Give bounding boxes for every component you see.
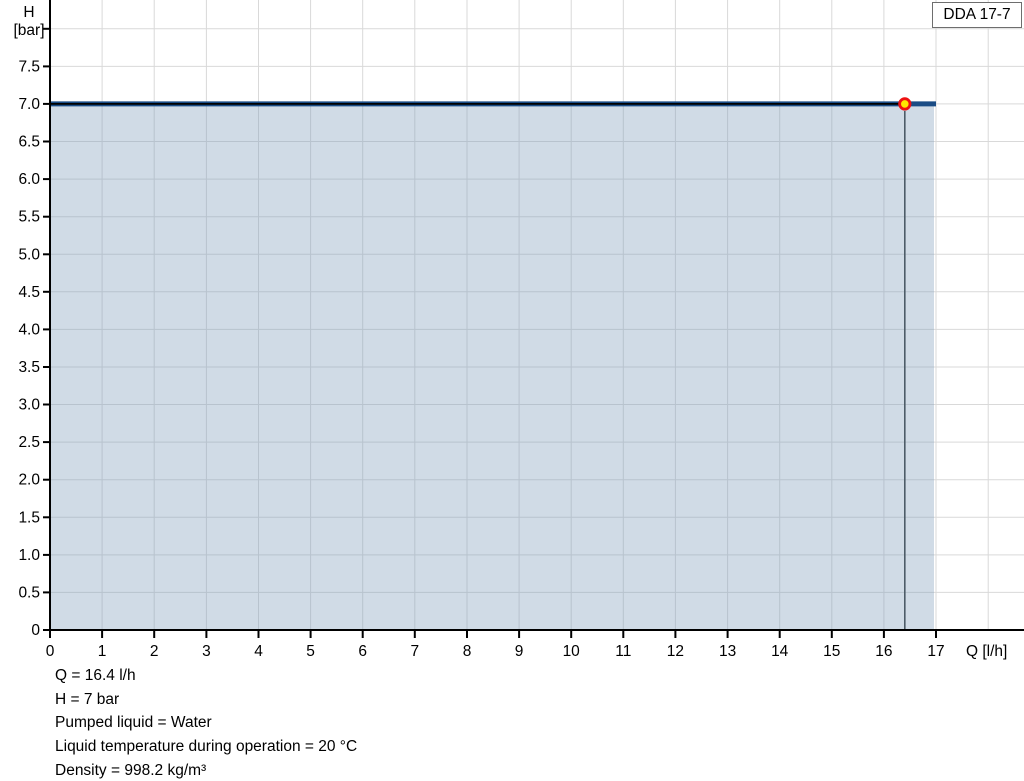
y-tick-label: 6.5 xyxy=(18,134,40,151)
pumped-liquid-line: Pumped liquid = Water xyxy=(55,714,212,732)
x-tick-label: 3 xyxy=(202,643,211,660)
y-axis-title-unit: [bar] xyxy=(13,22,44,39)
x-tick-label: 14 xyxy=(771,643,789,660)
y-tick-label: 6.0 xyxy=(18,171,40,188)
y-tick-labels: 0 0.5 1.0 1.5 2.0 2.5 3.0 3.5 4.0 4.5 5.0 5.5 6.0 6.5… xyxy=(18,58,40,639)
x-tick-label: 5 xyxy=(306,643,315,660)
x-tick-label: 1 xyxy=(98,643,107,660)
x-axis-title: Q [l/h] xyxy=(966,643,1007,660)
x-tick-label: 17 xyxy=(927,643,944,660)
x-tick-label: 4 xyxy=(254,643,263,660)
y-tick-label: 0.5 xyxy=(18,584,40,601)
density-line: Density = 998.2 kg/m³ xyxy=(55,761,207,779)
x-tick-label: 2 xyxy=(150,643,159,660)
y-tick-label: 2.5 xyxy=(18,434,40,451)
x-tick-labels: 0 1 2 3 4 5 6 7 8 9 10 11 12 13 14 15 16 17 xyxy=(46,643,945,660)
x-tick-label: 10 xyxy=(563,643,581,660)
x-tick-label: 16 xyxy=(875,643,892,660)
y-tick-label: 3.5 xyxy=(18,359,40,376)
y-tick-label: 1.0 xyxy=(18,547,40,564)
x-tick-label: 11 xyxy=(615,643,631,660)
y-tick-label: 1.5 xyxy=(18,509,40,526)
y-tick-label: 4.0 xyxy=(18,321,40,338)
y-tick-label: 5.0 xyxy=(18,246,40,263)
x-tick-label: 0 xyxy=(46,643,55,660)
y-axis-title-symbol: H xyxy=(23,4,34,21)
tick-marks xyxy=(43,27,937,638)
duty-info-block: Q = 16.4 l/h H = 7 bar Pumped liquid = W… xyxy=(55,664,357,781)
duty-flow-line: Q = 16.4 l/h xyxy=(55,667,136,684)
legend-box: DDA 17-7 xyxy=(932,2,1022,28)
x-tick-label: 13 xyxy=(719,643,736,660)
y-tick-label: 7.0 xyxy=(18,96,40,113)
duty-point-marker[interactable] xyxy=(898,97,912,111)
liquid-temperature-line: Liquid temperature during operation = 20… xyxy=(55,738,358,756)
y-tick-label: 0 xyxy=(31,622,40,639)
y-tick-label: 7.5 xyxy=(18,58,40,75)
duty-head-line: H = 7 bar xyxy=(55,690,120,708)
axes xyxy=(43,0,1024,631)
x-tick-label: 12 xyxy=(667,643,684,660)
x-tick-label: 9 xyxy=(515,643,524,660)
y-tick-label: 2.0 xyxy=(18,472,40,489)
y-tick-label: 5.5 xyxy=(18,209,40,226)
x-tick-label: 8 xyxy=(463,643,472,660)
x-tick-label: 6 xyxy=(358,643,367,660)
performance-area-fill xyxy=(50,103,934,630)
y-tick-label: 3.0 xyxy=(18,397,40,414)
x-tick-label: 15 xyxy=(823,643,840,660)
x-tick-label: 7 xyxy=(410,643,419,660)
y-tick-label: 4.5 xyxy=(18,284,40,301)
legend-label: DDA 17-7 xyxy=(943,6,1011,23)
